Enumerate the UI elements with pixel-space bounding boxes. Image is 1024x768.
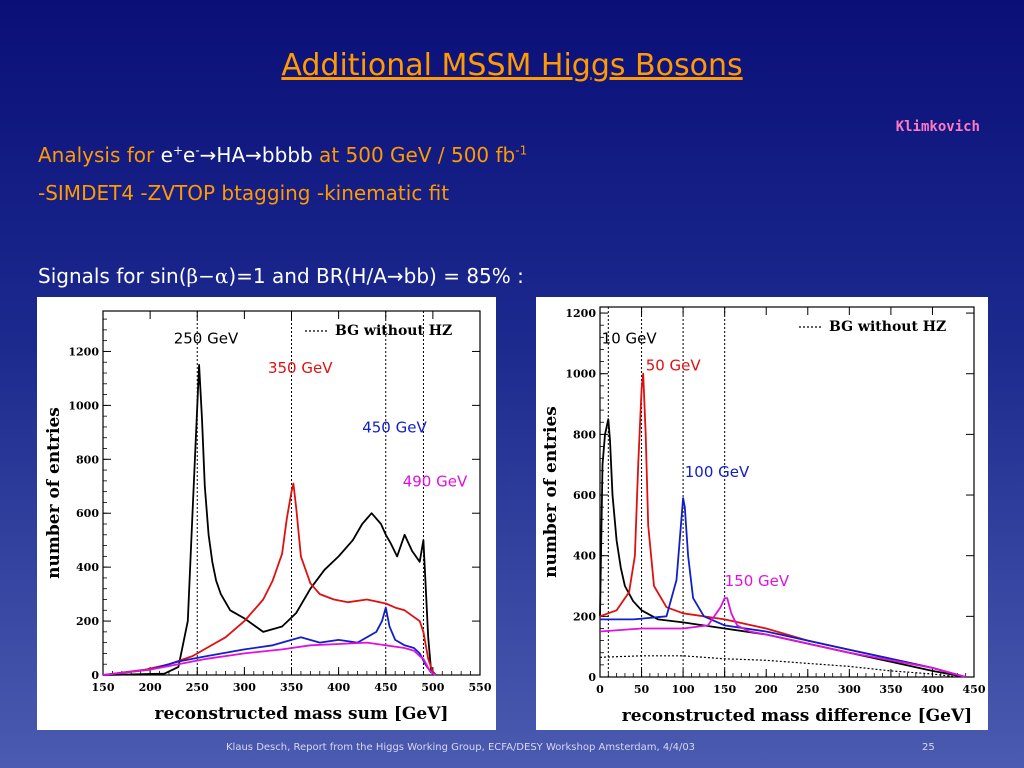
beta-symbol: β	[186, 264, 199, 288]
analysis-sup: -1	[515, 143, 528, 158]
signal-series-line-3	[599, 597, 966, 678]
y-tick-label: 1000	[565, 368, 596, 381]
y-tick-label: 1200	[68, 345, 99, 358]
mass-annotation: 150 GeV	[725, 572, 790, 590]
footer-text: Klaus Desch, Report from the Higgs Worki…	[226, 742, 696, 753]
minus-symbol: −	[198, 264, 215, 288]
reaction-e1: e	[160, 143, 173, 167]
x-tick-label: 350	[879, 683, 902, 696]
y-tick-label: 800	[573, 428, 596, 441]
x-tick-label: 250	[186, 681, 209, 694]
reaction-arrow-1: →	[199, 143, 217, 167]
signals-mid: )=1 and BR(H/A	[228, 264, 387, 288]
x-axis-label: reconstructed mass difference [GeV]	[622, 706, 972, 726]
x-tick-label: 400	[327, 681, 350, 694]
author-name: Klimkovich	[895, 119, 980, 135]
mass-annotation: 10 GeV	[602, 329, 658, 347]
x-tick-label: 150	[92, 681, 115, 694]
y-tick-label: 1000	[68, 399, 99, 412]
y-tick-label: 0	[588, 671, 596, 684]
legend-label: BG without HZ	[829, 319, 946, 335]
reaction-plus: +	[172, 143, 183, 158]
x-tick-label: 400	[921, 683, 944, 696]
mass-annotation: 350 GeV	[268, 359, 333, 377]
mass-annotation: 100 GeV	[685, 463, 750, 481]
x-tick-label: 50	[634, 683, 650, 696]
plot-frame	[599, 306, 975, 678]
mass-annotation: 490 GeV	[403, 472, 468, 490]
page-number: 25	[922, 742, 935, 753]
signal-series-line-2	[102, 606, 437, 676]
x-tick-label: 250	[796, 683, 819, 696]
signals-arrow: →	[386, 264, 404, 288]
y-axis-label: number of entries	[44, 407, 64, 579]
analysis-line: Analysis for e+e-→HA→bbbb at 500 GeV / 5…	[38, 143, 527, 167]
y-tick-label: 400	[76, 561, 99, 574]
mass-annotation: 450 GeV	[362, 418, 427, 436]
x-tick-label: 450	[374, 681, 397, 694]
background-series-line	[599, 655, 958, 678]
x-tick-label: 200	[139, 681, 162, 694]
x-tick-label: 300	[838, 683, 861, 696]
tools-line: -SIMDET4 -ZVTOP btagging -kinematic fit	[38, 181, 450, 205]
y-tick-label: 600	[573, 489, 596, 502]
mass-difference-chart: 0 50 100 150 200 250 300 350 400 450 0 200 400 600 800…	[541, 306, 986, 726]
signal-series-line-2	[600, 497, 966, 678]
x-tick-label: 500	[421, 681, 444, 694]
mass-annotation: 50 GeV	[646, 357, 702, 375]
reaction-arrow-2: →	[245, 143, 262, 167]
x-axis-label: reconstructed mass sum [GeV]	[155, 704, 449, 724]
x-tick-label: 200	[755, 683, 778, 696]
reaction-minus: -	[195, 143, 200, 158]
slide-title: Additional MSSM Higgs Bosons	[281, 48, 743, 83]
y-tick-label: 800	[76, 453, 99, 466]
x-tick-label: 150	[713, 683, 736, 696]
signal-series-line-0	[102, 364, 437, 676]
y-tick-label: 1200	[565, 307, 596, 320]
x-tick-label: 100	[672, 683, 695, 696]
mass-annotation: 250 GeV	[174, 329, 239, 347]
x-tick-label: 0	[596, 683, 604, 696]
x-tick-label: 300	[233, 681, 256, 694]
chart-panel-mass-difference: 0 50 100 150 200 250 300 350 400 450 0 200 400 600 800…	[536, 297, 988, 730]
signal-series-line-3	[102, 641, 437, 676]
y-tick-label: 0	[91, 669, 99, 682]
analysis-suffix: at 500 GeV / 500 fb	[312, 143, 516, 167]
signal-series-line-0	[599, 418, 966, 678]
signals-prefix: Signals for sin(	[38, 264, 187, 288]
alpha-symbol: α	[214, 264, 229, 288]
reaction-bbbb: bbbb	[261, 143, 313, 167]
y-tick-label: 600	[76, 507, 99, 520]
signal-series-line-1	[599, 372, 966, 678]
analysis-prefix: Analysis for	[38, 143, 161, 167]
x-tick-label: 550	[469, 681, 492, 694]
signal-series-line-1	[102, 482, 437, 676]
y-tick-label: 200	[573, 610, 596, 623]
x-tick-label: 450	[963, 683, 986, 696]
signals-suffix: bb) = 85% :	[403, 264, 524, 288]
y-tick-label: 400	[573, 550, 596, 563]
y-tick-label: 200	[76, 615, 99, 628]
y-axis-label: number of entries	[541, 406, 561, 578]
mass-sum-chart: 150 200 250 300 350 400 450 500 550 0 200 400 600 800…	[44, 310, 492, 724]
x-tick-label: 350	[280, 681, 303, 694]
legend-label: BG without HZ	[335, 323, 452, 339]
signals-line: Signals for sin(β−α)=1 and BR(H/A→bb) = …	[38, 264, 524, 288]
chart-panel-mass-sum: 150 200 250 300 350 400 450 500 550 0 200 400 600 800…	[37, 297, 496, 730]
reaction-ha: HA	[216, 143, 246, 167]
reaction-e2: e	[183, 143, 196, 167]
